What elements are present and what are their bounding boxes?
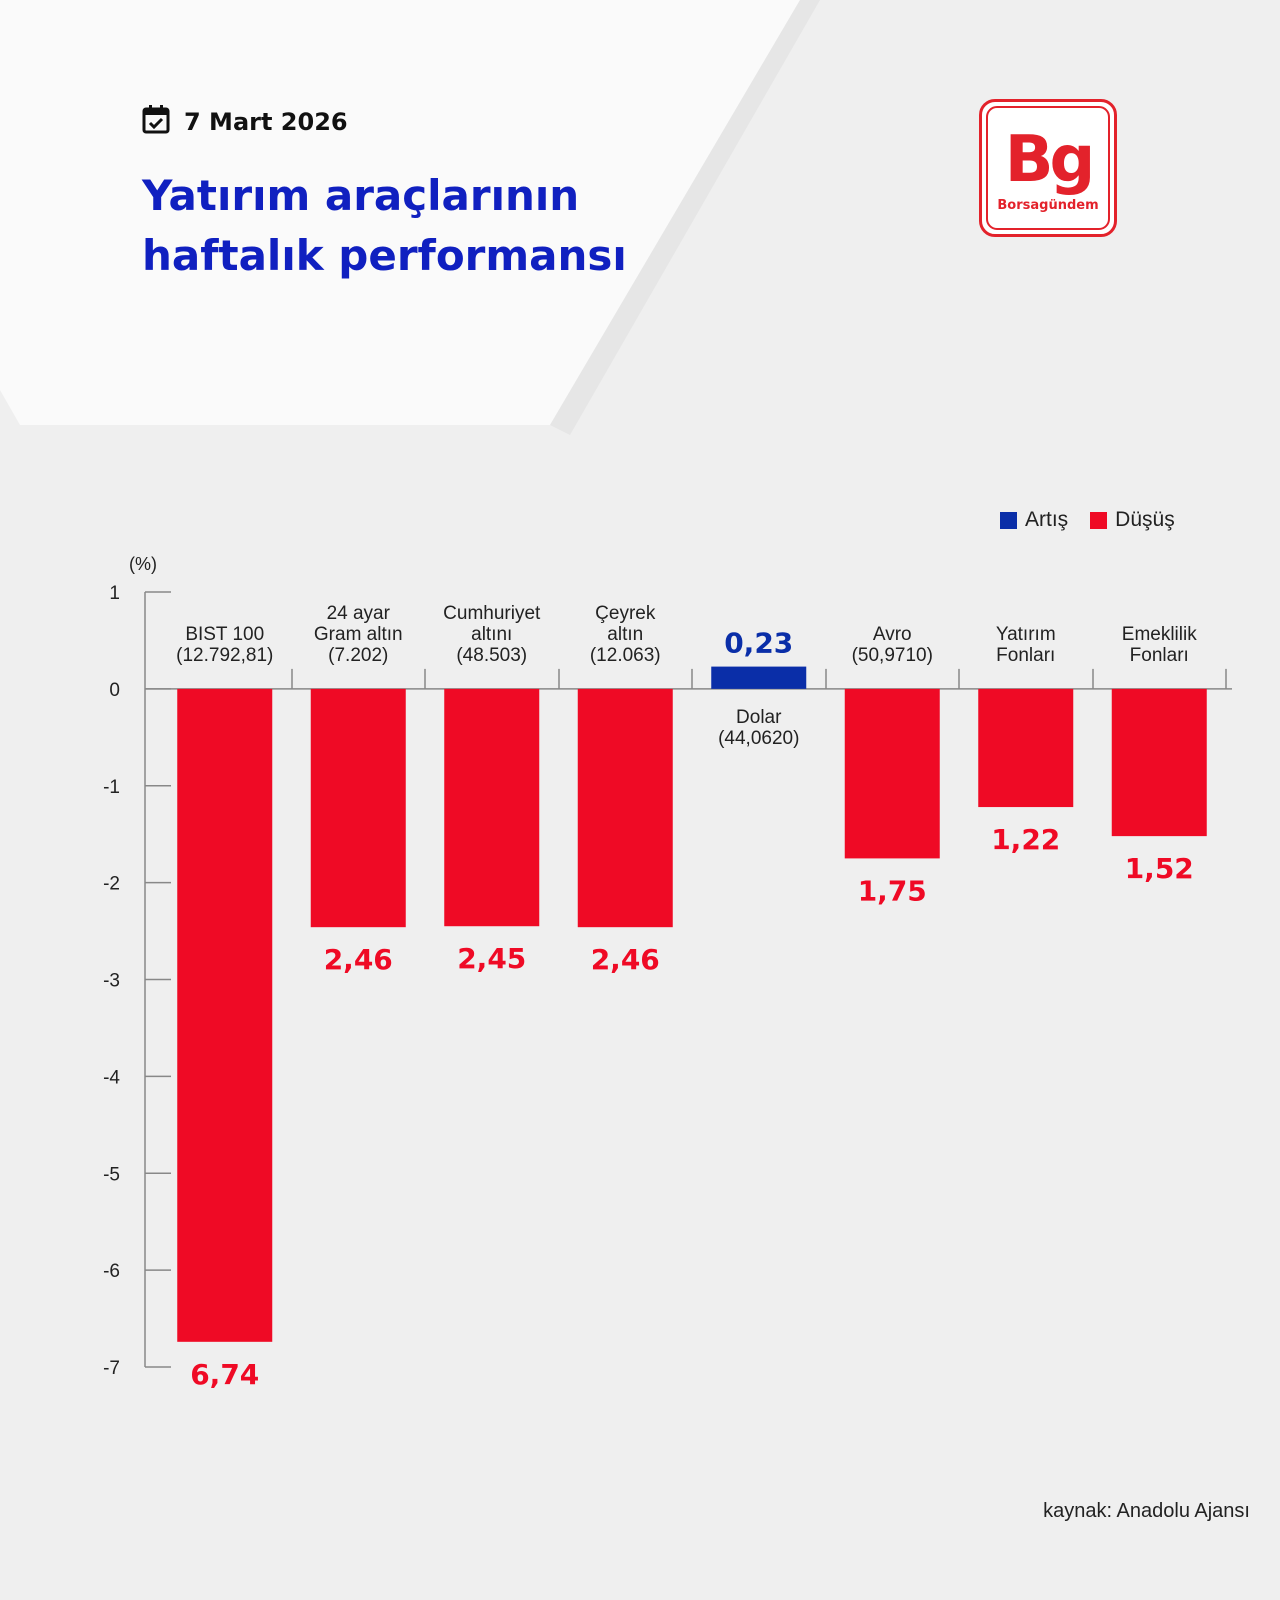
category-label-1-line-0: 24 ayar: [327, 603, 391, 624]
y-tick-label--2: -2: [103, 874, 120, 895]
y-tick-label--7: -7: [103, 1358, 120, 1379]
legend-swatch-increase: [1000, 511, 1017, 529]
bar-2: [444, 688, 540, 927]
calendar-check-icon: [142, 104, 170, 139]
category-label-3-line-0: Çeyrek: [595, 603, 656, 624]
category-label-0-line-1: (12.792,81): [176, 645, 273, 666]
category-label-2-line-0: Cumhuriyet: [443, 603, 541, 624]
logo-mark: Bg: [1004, 123, 1096, 197]
value-label-5: 1,75: [858, 874, 927, 907]
bar-1: [310, 688, 406, 928]
category-label-1-line-2: (7.202): [328, 645, 388, 666]
category-label-6-line-0: Yatırım: [996, 624, 1056, 645]
category-label-7-line-1: Fonları: [1130, 645, 1189, 666]
date-row: 7 Mart 2026: [142, 104, 348, 139]
bar-0: [177, 688, 273, 1342]
date-label: 7 Mart 2026: [184, 107, 348, 136]
header-card-background: [0, 0, 820, 435]
source-credit: kaynak: Anadolu Ajansı: [1043, 1500, 1250, 1522]
y-axis-unit-label: (%): [129, 554, 157, 574]
title-line-2: haftalık performansı: [142, 231, 627, 280]
borsagundem-logo: Bg Borsagündem: [979, 99, 1117, 237]
bar-5: [844, 688, 940, 859]
category-label-1-line-1: Gram altın: [314, 624, 403, 645]
bar-7: [1111, 688, 1207, 837]
legend-swatch-decrease: [1090, 511, 1108, 529]
y-tick-label-1: 1: [109, 583, 120, 604]
category-label-3-line-2: (12.063): [590, 645, 661, 666]
title-line-1: Yatırım araçlarının: [142, 171, 580, 220]
chart-legend: Artış Düşüş: [1000, 508, 1175, 532]
category-label-2-line-1: altını: [471, 624, 512, 645]
value-label-6: 1,22: [991, 823, 1060, 856]
logo-frame: Bg Borsagündem: [986, 106, 1110, 230]
bar-chart: (%) 1 0 -1 -2 -3 -4 -5 -6 -7 6,74 BIST 100(12.792,8…: [103, 554, 1232, 1391]
value-label-4: 0,23: [724, 627, 793, 660]
legend-item-decrease: Düşüş: [1090, 508, 1175, 532]
y-tick-label-0: 0: [109, 680, 120, 701]
category-label-5-line-0: Avro: [873, 624, 912, 645]
category-label-0-line-0: BIST 100: [185, 624, 264, 645]
bar-3: [577, 688, 673, 928]
category-label-2-line-2: (48.503): [456, 645, 527, 666]
category-label-4-line-1: (44,0620): [718, 728, 799, 749]
legend-label-increase: Artış: [1025, 508, 1069, 531]
category-label-6-line-1: Fonları: [996, 645, 1055, 666]
category-label-3-line-1: altın: [607, 624, 643, 645]
legend-item-increase: Artış: [1000, 508, 1068, 532]
page-title: Yatırım araçlarının haftalık performansı: [142, 166, 627, 286]
y-tick-label--4: -4: [103, 1067, 120, 1088]
y-tick-label--6: -6: [103, 1261, 120, 1282]
bar-6: [978, 688, 1074, 808]
category-label-5-line-1: (50,9710): [852, 645, 933, 666]
value-label-0: 6,74: [190, 1358, 259, 1391]
logo-wordmark: Borsagündem: [997, 198, 1099, 213]
legend-label-decrease: Düşüş: [1115, 508, 1175, 531]
value-label-7: 1,52: [1125, 852, 1194, 885]
bar-4: [711, 666, 807, 689]
y-tick-label--3: -3: [103, 971, 120, 992]
value-label-3: 2,46: [591, 943, 660, 976]
value-label-1: 2,46: [324, 943, 393, 976]
value-label-2: 2,45: [457, 942, 526, 975]
category-label-4-line-0: Dolar: [736, 707, 782, 728]
y-tick-label--1: -1: [103, 777, 120, 798]
y-tick-label--5: -5: [103, 1164, 120, 1185]
category-label-7-line-0: Emeklilik: [1122, 624, 1197, 645]
